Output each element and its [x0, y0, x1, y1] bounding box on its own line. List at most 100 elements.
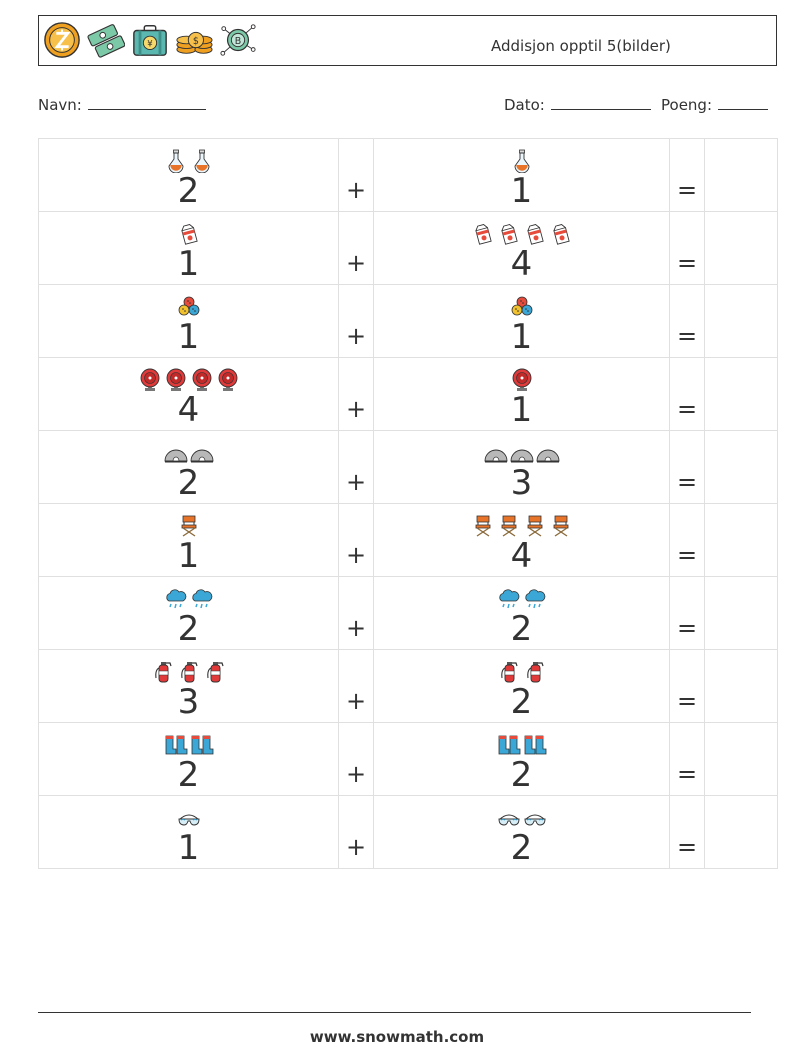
right-addend-number: 2 [510, 609, 533, 649]
answer-cell[interactable] [704, 357, 778, 431]
director-chair-icon [549, 514, 573, 538]
fire-extinguisher-icon [523, 660, 547, 684]
problem-row: 2 +2 = [38, 722, 778, 796]
coin-stack-icon: $ [176, 31, 213, 54]
score-field: Poeng: [661, 94, 768, 114]
fire-extinguisher-icon [497, 660, 521, 684]
answer-cell[interactable] [704, 576, 778, 650]
alarm-bell-icon [138, 368, 162, 392]
plus-sign: + [345, 687, 367, 715]
plus-cell: + [338, 503, 374, 577]
plus-sign: + [345, 249, 367, 277]
left-addend-number: 1 [177, 828, 200, 868]
picture-group [374, 437, 669, 465]
picture-group [374, 364, 669, 392]
equals-cell: = [669, 722, 705, 796]
left-addend-number: 1 [177, 317, 200, 357]
problem-row: 2 +2 = [38, 576, 778, 650]
picture-group [374, 656, 669, 684]
left-addend-number: 2 [177, 609, 200, 649]
picture-group [374, 729, 669, 757]
right-addend-cell: 3 [373, 430, 670, 504]
plus-cell: + [338, 211, 374, 285]
left-addend-number: 2 [177, 171, 200, 211]
right-addend-number: 4 [510, 244, 533, 284]
plus-sign: + [345, 322, 367, 350]
boots-icon [190, 733, 214, 757]
problem-row: 1 +4 = [38, 503, 778, 577]
boots-icon [497, 733, 521, 757]
plus-sign: + [345, 395, 367, 423]
equals-cell: = [669, 138, 705, 212]
answer-cell[interactable] [704, 430, 778, 504]
picture-group [374, 218, 669, 246]
answer-cell[interactable] [704, 649, 778, 723]
plus-cell: + [338, 722, 374, 796]
picture-group [39, 145, 338, 173]
date-field: Dato: [504, 94, 651, 114]
equals-sign: = [676, 833, 698, 861]
picture-group [374, 291, 669, 319]
score-blank[interactable] [718, 94, 768, 110]
right-addend-number: 3 [510, 463, 533, 503]
director-chair-icon [523, 514, 547, 538]
name-label: Navn: [38, 96, 82, 114]
tent-icon [484, 441, 508, 465]
right-addend-cell: 4 [373, 503, 670, 577]
answer-cell[interactable] [704, 722, 778, 796]
fire-extinguisher-icon [177, 660, 201, 684]
boots-icon [523, 733, 547, 757]
left-addend-cell: 1 [38, 211, 339, 285]
answer-cell[interactable] [704, 138, 778, 212]
header-icons: ¥ $ B [43, 21, 257, 59]
alarm-bell-icon [216, 368, 240, 392]
right-addend-number: 1 [510, 317, 533, 357]
milk-carton-icon [549, 222, 573, 246]
picture-group [39, 218, 338, 246]
answer-cell[interactable] [704, 211, 778, 285]
date-label: Dato: [504, 96, 545, 114]
plus-cell: + [338, 138, 374, 212]
plus-cell: + [338, 430, 374, 504]
goggles-icon [177, 806, 201, 830]
plus-sign: + [345, 760, 367, 788]
milk-carton-icon [523, 222, 547, 246]
left-addend-cell: 4 [38, 357, 339, 431]
picture-group [374, 802, 669, 830]
left-addend-cell: 1 [38, 795, 339, 869]
name-blank[interactable] [87, 94, 206, 110]
picture-group [39, 437, 338, 465]
left-addend-cell: 2 [38, 430, 339, 504]
right-addend-cell: 1 [373, 284, 670, 358]
worksheet-title: Addisjon opptil 5(bilder) [491, 37, 671, 55]
equals-sign: = [676, 760, 698, 788]
svg-text:$: $ [193, 36, 199, 47]
equals-sign: = [676, 176, 698, 204]
money-bills-icon [87, 24, 125, 58]
answer-cell[interactable] [704, 795, 778, 869]
footer-divider [38, 1012, 751, 1013]
buttons-icon [510, 295, 534, 319]
equals-cell: = [669, 576, 705, 650]
goggles-icon [523, 806, 547, 830]
answer-cell[interactable] [704, 503, 778, 577]
tent-icon [536, 441, 560, 465]
date-blank[interactable] [550, 94, 651, 110]
picture-group [39, 583, 338, 611]
plus-sign: + [345, 541, 367, 569]
right-addend-cell: 4 [373, 211, 670, 285]
name-field: Navn: [38, 94, 206, 114]
problem-row: 4 +1 = [38, 357, 778, 431]
alarm-bell-icon [190, 368, 214, 392]
answer-cell[interactable] [704, 284, 778, 358]
fire-extinguisher-icon [203, 660, 227, 684]
yen-suitcase-icon: ¥ [133, 25, 167, 56]
tent-icon [164, 441, 188, 465]
plus-sign: + [345, 468, 367, 496]
equals-sign: = [676, 541, 698, 569]
plus-sign: + [345, 176, 367, 204]
svg-text:¥: ¥ [147, 40, 153, 50]
left-addend-number: 2 [177, 463, 200, 503]
zcash-coin-icon [44, 22, 80, 58]
equals-sign: = [676, 687, 698, 715]
